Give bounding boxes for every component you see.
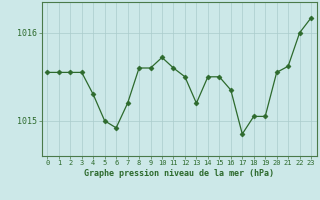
X-axis label: Graphe pression niveau de la mer (hPa): Graphe pression niveau de la mer (hPa) bbox=[84, 169, 274, 178]
